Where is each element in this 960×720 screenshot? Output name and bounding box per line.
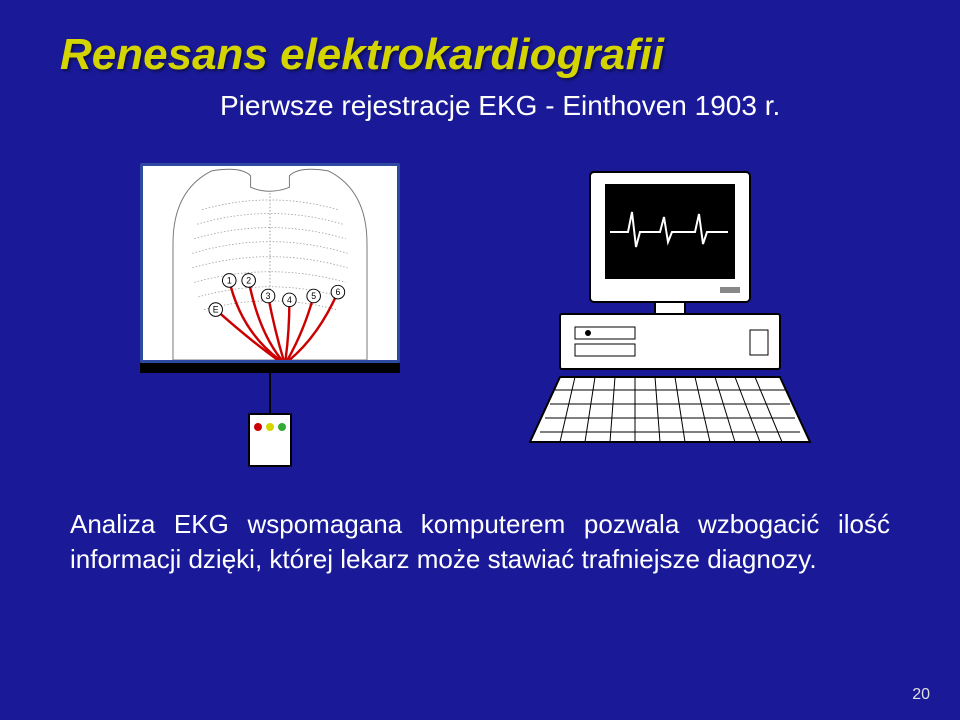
- connector-box: [248, 413, 292, 467]
- torso-column: 1 2 3 4 5 6 E: [140, 163, 400, 467]
- page-number: 20: [912, 686, 930, 704]
- torso-svg: 1 2 3 4 5 6 E: [143, 166, 397, 360]
- connector-wire: [269, 373, 271, 413]
- svg-text:2: 2: [246, 275, 251, 285]
- slide-title: Renesans elektrokardiografii: [60, 30, 900, 80]
- description-text: Analiza EKG wspomagana komputerem pozwal…: [60, 507, 900, 577]
- svg-text:3: 3: [266, 290, 271, 300]
- slide-subtitle: Pierwsze rejestracje EKG - Einthoven 190…: [220, 90, 900, 122]
- dot-green: [278, 423, 286, 431]
- computer-diagram: [520, 162, 820, 467]
- dot-yellow: [266, 423, 274, 431]
- svg-text:6: 6: [335, 287, 340, 297]
- svg-text:E: E: [213, 304, 219, 314]
- illustration-row: 1 2 3 4 5 6 E: [60, 162, 900, 467]
- dot-red: [254, 423, 262, 431]
- svg-text:1: 1: [227, 275, 232, 285]
- torso-diagram: 1 2 3 4 5 6 E: [140, 163, 400, 363]
- computer-svg: [520, 162, 820, 462]
- svg-text:4: 4: [287, 294, 292, 304]
- svg-text:5: 5: [311, 290, 316, 300]
